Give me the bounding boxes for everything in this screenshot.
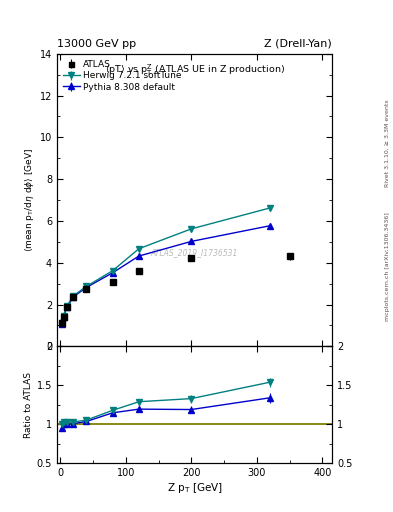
- Text: $\langle$pT$\rangle$ vs p$_{\rm T}^{\rm Z}$ (ATLAS UE in Z production): $\langle$pT$\rangle$ vs p$_{\rm T}^{\rm …: [105, 62, 285, 78]
- Text: ATLAS_2019_I1736531: ATLAS_2019_I1736531: [151, 248, 238, 257]
- Y-axis label: Ratio to ATLAS: Ratio to ATLAS: [24, 372, 33, 438]
- Text: Rivet 3.1.10, ≥ 3.3M events: Rivet 3.1.10, ≥ 3.3M events: [385, 99, 389, 187]
- Legend: ATLAS, Herwig 7.2.1 softTune, Pythia 8.308 default: ATLAS, Herwig 7.2.1 softTune, Pythia 8.3…: [61, 58, 184, 93]
- X-axis label: Z p$_{\rm T}$ [GeV]: Z p$_{\rm T}$ [GeV]: [167, 481, 222, 495]
- Text: mcplots.cern.ch [arXiv:1306.3436]: mcplots.cern.ch [arXiv:1306.3436]: [385, 212, 389, 321]
- Text: 13000 GeV pp: 13000 GeV pp: [57, 38, 136, 49]
- Text: Z (Drell-Yan): Z (Drell-Yan): [264, 38, 332, 49]
- Y-axis label: $\langle$mean p$_{\rm T}$/d$\eta$ d$\phi\rangle$ [GeV]: $\langle$mean p$_{\rm T}$/d$\eta$ d$\phi…: [22, 148, 36, 252]
